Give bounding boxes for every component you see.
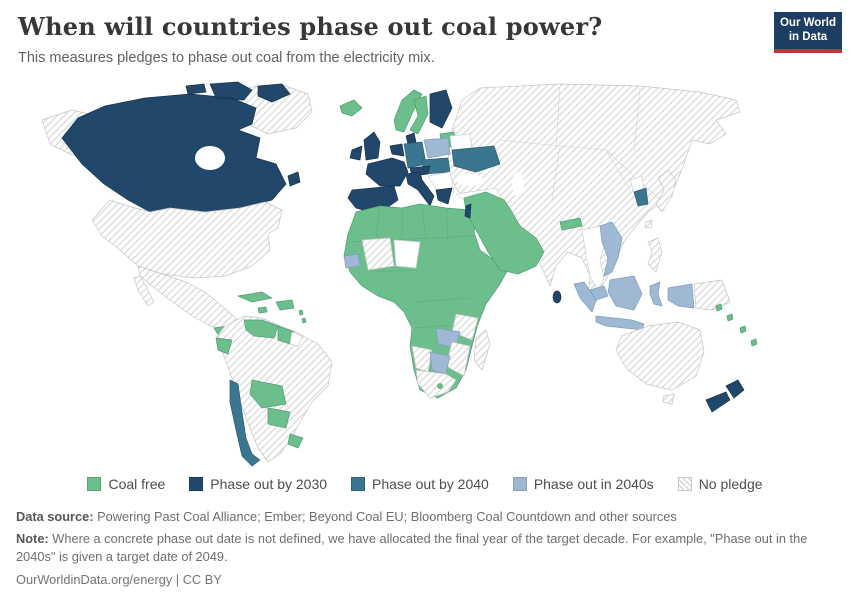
citation-link[interactable]: OurWorldinData.org/energy	[16, 571, 173, 587]
chart-footer: Data source: Powering Past Coal Alliance…	[16, 508, 834, 592]
page-subtitle: This measures pledges to phase out coal …	[18, 50, 435, 66]
country-balkans[interactable]	[427, 171, 455, 193]
country-mali[interactable]	[361, 237, 395, 271]
country-japan[interactable]	[655, 169, 677, 213]
legend-item-phase-out-2040s[interactable]: Phase out in 2040s	[512, 476, 654, 492]
country-uruguay[interactable]	[287, 433, 304, 449]
country-australia[interactable]	[615, 321, 705, 391]
country-new-zealand[interactable]	[705, 379, 745, 413]
caspian-sea	[512, 172, 524, 196]
legend-label-phase-out-2040s: Phase out in 2040s	[533, 476, 654, 492]
owid-logo-line1: Our World	[779, 16, 836, 29]
country-united-kingdom[interactable]	[363, 131, 381, 161]
map-legend: Coal free Phase out by 2030 Phase out by…	[0, 476, 850, 492]
owid-logo[interactable]: Our World in Data	[774, 12, 842, 53]
legend-label-phase-out-2040: Phase out by 2040	[372, 476, 489, 492]
data-source-label: Data source:	[16, 509, 94, 524]
country-sri-lanka[interactable]	[552, 290, 562, 304]
country-ukraine[interactable]	[451, 145, 501, 173]
country-benelux[interactable]	[389, 143, 405, 157]
country-taiwan[interactable]	[644, 219, 653, 229]
data-source-text: Powering Past Coal Alliance; Ember; Beyo…	[97, 509, 677, 524]
country-israel[interactable]	[464, 203, 472, 219]
country-poland[interactable]	[423, 137, 451, 159]
legend-swatch-phase-out-2040s	[512, 477, 527, 491]
country-venezuela[interactable]	[243, 319, 279, 339]
legend-item-phase-out-2030[interactable]: Phase out by 2030	[189, 476, 327, 492]
legend-item-no-pledge[interactable]: No pledge	[677, 476, 763, 492]
legend-swatch-phase-out-2030	[189, 477, 204, 491]
country-papua-new-guinea[interactable]	[693, 279, 731, 311]
country-bolivia[interactable]	[249, 379, 287, 409]
note-label: Note:	[16, 530, 49, 546]
world-map-container	[0, 80, 850, 472]
license-link[interactable]: CC BY	[182, 571, 222, 587]
country-lesotho[interactable]	[437, 383, 443, 389]
country-ecuador[interactable]	[215, 337, 233, 355]
legend-swatch-phase-out-2040	[351, 477, 366, 491]
country-vietnam-laos[interactable]	[599, 221, 623, 277]
country-jamaica[interactable]	[257, 306, 268, 314]
country-arabia-iraq-levant[interactable]	[463, 191, 545, 275]
country-senegal[interactable]	[343, 253, 361, 269]
country-philippines[interactable]	[647, 237, 663, 273]
country-cuba[interactable]	[237, 291, 273, 303]
legend-item-phase-out-2040[interactable]: Phase out by 2040	[351, 476, 489, 492]
country-iceland[interactable]	[339, 99, 363, 117]
country-south-africa[interactable]	[415, 369, 457, 399]
note-text: Where a concrete phase out date is not d…	[16, 530, 808, 565]
legend-label-no-pledge: No pledge	[698, 476, 763, 492]
legend-label-coal-free: Coal free	[108, 476, 166, 492]
world-map	[41, 81, 758, 467]
country-usa[interactable]	[91, 199, 283, 279]
country-madagascar[interactable]	[473, 329, 491, 371]
country-hispaniola[interactable]	[275, 299, 295, 311]
country-nepal[interactable]	[559, 217, 583, 231]
country-denmark[interactable]	[405, 132, 417, 145]
country-finland[interactable]	[429, 89, 453, 129]
legend-item-coal-free[interactable]: Coal free	[87, 476, 165, 492]
country-italy[interactable]	[405, 171, 435, 207]
page-title: When will countries phase out coal power…	[18, 12, 603, 41]
legend-swatch-coal-free	[87, 477, 102, 491]
country-ireland[interactable]	[349, 145, 363, 161]
country-tasmania[interactable]	[662, 393, 675, 405]
country-lesser-antilles[interactable]	[298, 309, 307, 324]
legend-swatch-no-pledge	[677, 477, 692, 491]
data-source-line: Data source: Powering Past Coal Alliance…	[16, 508, 834, 527]
country-france[interactable]	[365, 157, 409, 187]
asia-internal-borders	[499, 85, 661, 201]
africa-internal-borders	[347, 205, 475, 329]
country-belarus[interactable]	[449, 133, 473, 151]
hudson-bay	[195, 146, 225, 170]
country-sweden[interactable]	[409, 95, 429, 135]
citation-line: OurWorldinData.org/energy | CC BY	[16, 571, 834, 590]
country-suriname[interactable]	[289, 331, 303, 347]
country-niger[interactable]	[393, 239, 421, 269]
black-sea	[457, 174, 483, 186]
note-line: Note: Where a concrete phase out date is…	[16, 530, 834, 567]
legend-label-phase-out-2030: Phase out by 2030	[210, 476, 328, 492]
country-south-korea[interactable]	[633, 187, 649, 207]
country-chile[interactable]	[229, 379, 261, 467]
owid-logo-line2: in Data	[788, 30, 828, 43]
country-paraguay[interactable]	[267, 407, 291, 429]
country-greece[interactable]	[435, 187, 453, 205]
country-pacific-islands[interactable]	[715, 303, 758, 347]
citation-separator: |	[172, 571, 183, 587]
country-canada[interactable]	[61, 81, 301, 213]
